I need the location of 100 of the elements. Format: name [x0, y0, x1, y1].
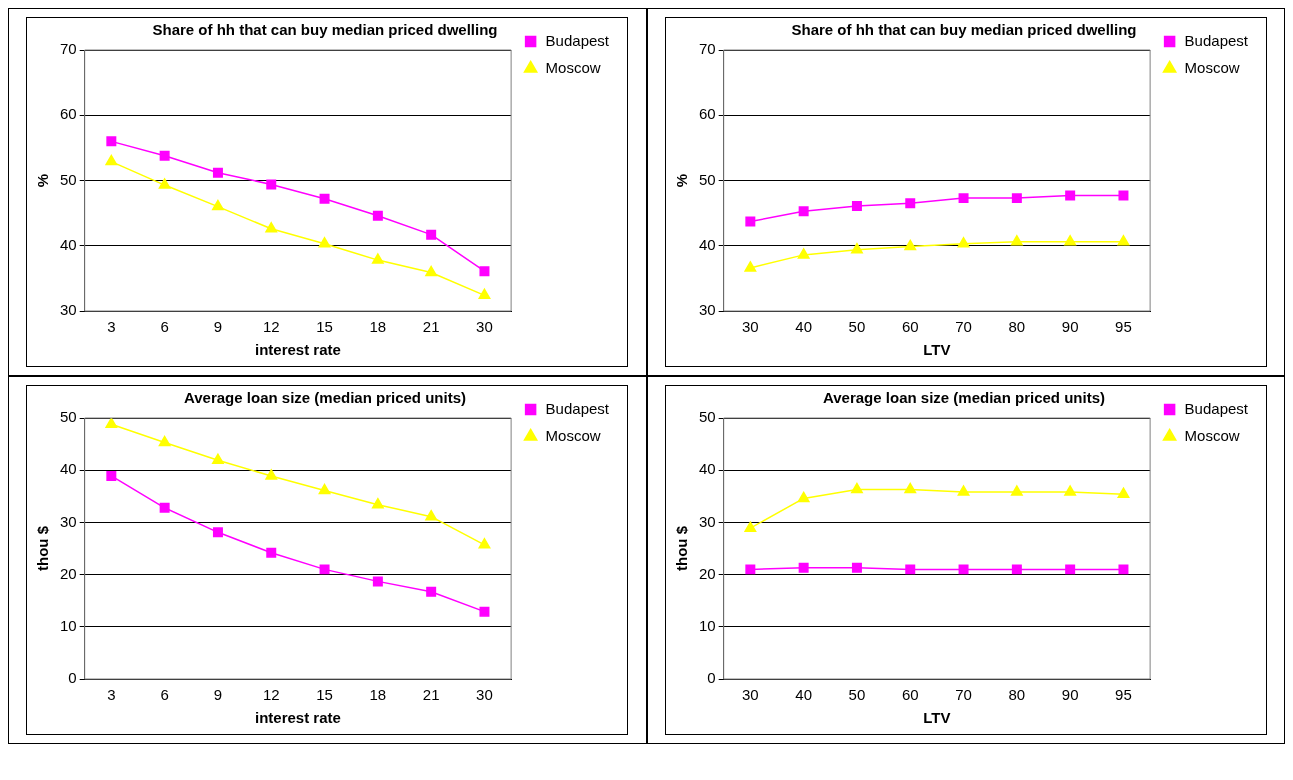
x-tick-label: 70: [954, 318, 972, 336]
x-tick-label: 6: [160, 318, 170, 336]
y-tick-label: 50: [698, 408, 716, 426]
x-tick-label: 6: [160, 686, 170, 704]
point: [266, 179, 277, 190]
legend-label: Moscow: [545, 426, 602, 444]
point: [265, 222, 278, 233]
y-tick-label: 20: [60, 564, 77, 582]
y-tick-label: 50: [698, 170, 716, 188]
x-tick-label: 30: [476, 686, 494, 704]
x-tick-label: 70: [954, 686, 972, 704]
point: [744, 521, 757, 532]
point: [797, 248, 810, 259]
point: [850, 242, 863, 254]
x-tick-label: 3: [107, 318, 116, 336]
point: [158, 178, 171, 189]
point: [904, 482, 916, 494]
point: [957, 485, 970, 496]
x-tick-label: 90: [1061, 686, 1079, 704]
point: [745, 216, 756, 227]
chart-title: Share of hh that can buy median priced dwelling: [791, 21, 1137, 39]
y-tick-label: 60: [698, 105, 716, 123]
point: [798, 206, 809, 217]
point: [850, 482, 863, 494]
point: [958, 193, 969, 204]
y-tick-label: 0: [707, 669, 716, 687]
point: [797, 491, 810, 503]
point: [479, 606, 490, 617]
x-axis-title: LTV: [923, 709, 951, 727]
legend-label: Moscow: [1184, 426, 1240, 444]
point: [265, 469, 278, 480]
chart-title: Average loan size (median priced units): [822, 389, 1105, 407]
point: [1064, 190, 1075, 201]
x-tick-label: 9: [214, 686, 223, 704]
point: [958, 564, 969, 575]
x-tick-label: 40: [795, 318, 812, 336]
point: [106, 470, 117, 481]
point: [1117, 487, 1130, 498]
x-tick-label: 80: [1008, 686, 1025, 704]
point: [318, 483, 331, 495]
point: [266, 547, 277, 558]
y-tick-label: 50: [60, 170, 77, 188]
y-axis-title: thou $: [34, 525, 52, 571]
y-tick-label: 30: [60, 512, 77, 530]
x-axis-title: interest rate: [255, 341, 342, 359]
point: [1063, 235, 1076, 246]
point: [212, 199, 225, 211]
point: [213, 167, 224, 178]
point: [1064, 564, 1075, 575]
point: [425, 265, 438, 277]
x-tick-label: 3: [107, 686, 116, 704]
y-tick-label: 60: [60, 105, 77, 123]
y-tick-label: 70: [698, 40, 716, 58]
x-tick-label: 30: [476, 318, 494, 336]
point: [478, 538, 491, 549]
point: [1010, 235, 1023, 246]
point: [1063, 485, 1076, 496]
x-tick-label: 50: [848, 686, 866, 704]
point: [426, 586, 437, 597]
y-tick-label: 40: [60, 235, 77, 253]
point: [851, 562, 862, 573]
point: [106, 136, 117, 147]
point: [1117, 235, 1130, 246]
point: [373, 210, 384, 221]
legend-label: Budapest: [545, 399, 611, 417]
legend-label: Budapest: [545, 31, 611, 49]
point: [851, 200, 862, 211]
y-tick-label: 10: [60, 616, 77, 634]
x-tick-label: 90: [1061, 318, 1079, 336]
point: [905, 198, 915, 209]
y-tick-label: 40: [698, 460, 716, 478]
point: [425, 509, 438, 521]
x-tick-label: 80: [1008, 318, 1025, 336]
x-tick-label: 15: [316, 686, 334, 704]
x-tick-label: 30: [741, 686, 759, 704]
legend-label: Budapest: [1184, 399, 1249, 417]
x-tick-label: 12: [263, 318, 280, 336]
point: [479, 266, 490, 277]
point: [957, 237, 970, 248]
y-tick-label: 50: [60, 408, 77, 426]
x-tick-label: 95: [1114, 318, 1132, 336]
y-tick-label: 30: [60, 301, 77, 319]
x-tick-label: 40: [795, 686, 812, 704]
x-tick-label: 60: [901, 318, 919, 336]
point: [318, 237, 331, 248]
point: [105, 418, 118, 429]
x-tick-label: 18: [369, 318, 387, 336]
chart-title: Average loan size (median priced units): [184, 389, 467, 407]
chart-title: Share of hh that can buy median priced dwelling: [152, 21, 498, 39]
point: [426, 229, 437, 240]
legend-label: Moscow: [545, 58, 602, 76]
legend-label: Moscow: [1184, 58, 1240, 76]
point: [159, 502, 170, 513]
y-tick-label: 40: [60, 460, 77, 478]
point: [158, 435, 171, 447]
y-tick-label: 40: [698, 235, 716, 253]
y-tick-label: 70: [60, 40, 77, 58]
point: [373, 576, 384, 587]
y-tick-label: 30: [698, 512, 716, 530]
point: [212, 453, 225, 465]
